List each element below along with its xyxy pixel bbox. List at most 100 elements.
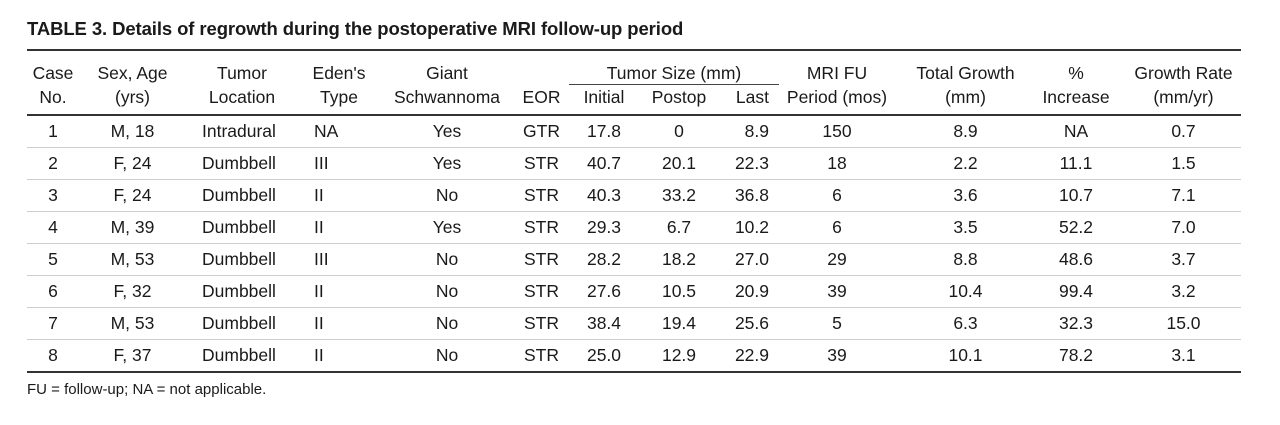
cell-case: 7 <box>27 307 79 340</box>
header-postop: Postop <box>639 85 719 116</box>
cell-pct-increase: NA <box>1026 115 1126 148</box>
cell-giant: No <box>380 243 514 276</box>
header-eor: EOR <box>514 85 569 116</box>
cell-pct-increase: 10.7 <box>1026 179 1126 212</box>
cell-growth-rate: 7.0 <box>1126 211 1241 244</box>
cell-pct-increase: 11.1 <box>1026 147 1126 180</box>
cell-postop: 6.7 <box>639 211 719 244</box>
cell-mri-fu: 5 <box>769 307 905 340</box>
cell-tumor-location: Dumbbell <box>186 179 298 212</box>
cell-total-growth: 8.9 <box>905 115 1026 148</box>
header-total-growth: Total Growth <box>905 49 1026 85</box>
header-pct-increase: % <box>1026 49 1126 85</box>
header-case: Case <box>27 49 79 85</box>
cell-last: 22.3 <box>719 147 769 180</box>
cell-total-growth: 10.4 <box>905 275 1026 308</box>
cell-last: 8.9 <box>719 115 769 148</box>
cell-giant: Yes <box>380 115 514 148</box>
table-row: 8 F, 37 Dumbbell II No STR 25.0 12.9 22.9 39 10.1 7… <box>27 339 1241 373</box>
header-mri-fu: MRI FU <box>769 49 905 85</box>
header-sex-age: Sex, Age <box>79 49 186 85</box>
cell-pct-increase: 48.6 <box>1026 243 1126 276</box>
cell-last: 22.9 <box>719 339 769 373</box>
cell-eor: GTR <box>514 115 569 148</box>
cell-pct-increase: 32.3 <box>1026 307 1126 340</box>
regrowth-table: Case Sex, Age Tumor Eden's Giant Tumor S… <box>27 49 1241 373</box>
cell-mri-fu: 39 <box>769 339 905 373</box>
cell-growth-rate: 3.7 <box>1126 243 1241 276</box>
table-row: 7 M, 53 Dumbbell II No STR 38.4 19.4 25.6 5 6.3 32.… <box>27 307 1241 340</box>
cell-total-growth: 3.5 <box>905 211 1026 244</box>
cell-pct-increase: 99.4 <box>1026 275 1126 308</box>
tumor-size-group-label: Tumor Size (mm) <box>569 62 779 85</box>
cell-initial: 38.4 <box>569 307 639 340</box>
table-body: 1 M, 18 Intradural NA Yes GTR 17.8 0 8.9 150 8.9 NA… <box>27 115 1241 373</box>
header-case-2: No. <box>27 85 79 116</box>
header-total-growth-2: (mm) <box>905 85 1026 116</box>
header-initial: Initial <box>569 85 639 116</box>
cell-giant: Yes <box>380 147 514 180</box>
table-footnote: FU = follow-up; NA = not applicable. <box>27 381 267 398</box>
cell-sex-age: F, 24 <box>79 147 186 180</box>
cell-last: 20.9 <box>719 275 769 308</box>
cell-total-growth: 6.3 <box>905 307 1026 340</box>
cell-case: 3 <box>27 179 79 212</box>
cell-edens-type: II <box>298 275 380 308</box>
cell-initial: 17.8 <box>569 115 639 148</box>
header-mri-fu-2: Period (mos) <box>769 85 905 116</box>
cell-postop: 33.2 <box>639 179 719 212</box>
cell-tumor-location: Dumbbell <box>186 211 298 244</box>
cell-initial: 25.0 <box>569 339 639 373</box>
header-tumor-location-2: Location <box>186 85 298 116</box>
table-caption: TABLE 3. Details of regrowth during the … <box>27 18 684 39</box>
cell-initial: 40.3 <box>569 179 639 212</box>
cell-giant: Yes <box>380 211 514 244</box>
cell-eor: STR <box>514 147 569 180</box>
cell-last: 25.6 <box>719 307 769 340</box>
header-last: Last <box>719 85 769 116</box>
cell-case: 1 <box>27 115 79 148</box>
header-giant: Giant <box>380 49 514 85</box>
cell-case: 4 <box>27 211 79 244</box>
table-row: 2 F, 24 Dumbbell III Yes STR 40.7 20.1 22.3 18 2.2… <box>27 147 1241 180</box>
cell-eor: STR <box>514 307 569 340</box>
cell-total-growth: 3.6 <box>905 179 1026 212</box>
header-tumor-size-group: Tumor Size (mm) <box>569 49 779 85</box>
table-row: 1 M, 18 Intradural NA Yes GTR 17.8 0 8.9 150 8.9 NA… <box>27 115 1241 148</box>
cell-tumor-location: Dumbbell <box>186 147 298 180</box>
header-row-2: No. (yrs) Location Type Schwannoma EOR I… <box>27 85 1241 116</box>
cell-mri-fu: 6 <box>769 179 905 212</box>
cell-sex-age: F, 24 <box>79 179 186 212</box>
cell-eor: STR <box>514 179 569 212</box>
cell-sex-age: M, 39 <box>79 211 186 244</box>
cell-tumor-location: Dumbbell <box>186 307 298 340</box>
cell-sex-age: F, 32 <box>79 275 186 308</box>
table-row: 4 M, 39 Dumbbell II Yes STR 29.3 6.7 10.2 6 3.5 52.… <box>27 211 1241 244</box>
cell-mri-fu: 18 <box>769 147 905 180</box>
cell-sex-age: F, 37 <box>79 339 186 373</box>
cell-last: 36.8 <box>719 179 769 212</box>
table-row: 5 M, 53 Dumbbell III No STR 28.2 18.2 27.0 29 8.8 4… <box>27 243 1241 276</box>
header-tumor-location: Tumor <box>186 49 298 85</box>
cell-sex-age: M, 53 <box>79 307 186 340</box>
table-row: 3 F, 24 Dumbbell II No STR 40.3 33.2 36.8 6 3.6 10.… <box>27 179 1241 212</box>
cell-case: 5 <box>27 243 79 276</box>
cell-tumor-location: Dumbbell <box>186 275 298 308</box>
cell-last: 27.0 <box>719 243 769 276</box>
header-sex-age-2: (yrs) <box>79 85 186 116</box>
cell-case: 2 <box>27 147 79 180</box>
cell-growth-rate: 1.5 <box>1126 147 1241 180</box>
cell-edens-type: NA <box>298 115 380 148</box>
cell-pct-increase: 78.2 <box>1026 339 1126 373</box>
cell-pct-increase: 52.2 <box>1026 211 1126 244</box>
cell-eor: STR <box>514 275 569 308</box>
cell-tumor-location: Dumbbell <box>186 339 298 373</box>
header-giant-2: Schwannoma <box>380 85 514 116</box>
cell-edens-type: III <box>298 147 380 180</box>
cell-initial: 28.2 <box>569 243 639 276</box>
cell-giant: No <box>380 307 514 340</box>
cell-eor: STR <box>514 243 569 276</box>
cell-growth-rate: 7.1 <box>1126 179 1241 212</box>
cell-total-growth: 8.8 <box>905 243 1026 276</box>
cell-growth-rate: 15.0 <box>1126 307 1241 340</box>
